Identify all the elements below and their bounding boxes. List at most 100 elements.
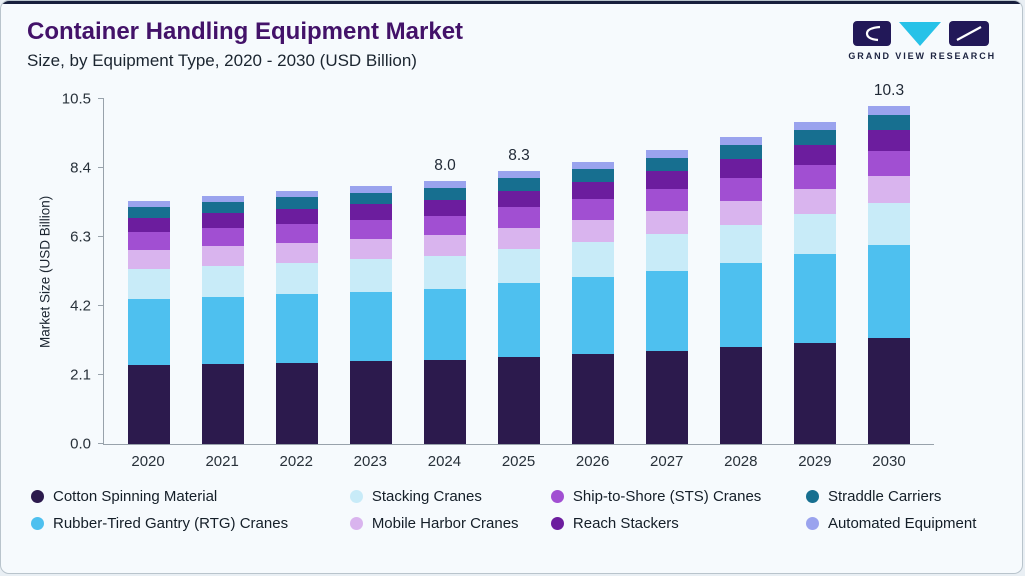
- y-tick-mark: [98, 305, 104, 306]
- bar-group: 10.3: [852, 82, 926, 444]
- bar-segment: [720, 263, 762, 348]
- page-subtitle: Size, by Equipment Type, 2020 - 2030 (US…: [27, 51, 417, 70]
- y-tick-label: 0.0: [70, 435, 91, 453]
- stacked-bar: [424, 181, 466, 444]
- legend-label: Rubber-Tired Gantry (RTG) Cranes: [53, 515, 289, 532]
- bar-segment: [128, 217, 170, 233]
- bar-segment: [646, 171, 688, 190]
- bar-segment: [276, 191, 318, 198]
- bar-segment: [720, 347, 762, 444]
- legend-swatch-icon: [550, 517, 564, 530]
- bar-segment: [646, 157, 688, 172]
- bar-segment: [868, 114, 910, 130]
- bar-segment: [572, 277, 614, 355]
- x-tick-label: 2029: [798, 453, 832, 470]
- bar-segment: [720, 224, 762, 264]
- bar-segment: [868, 244, 910, 339]
- bar-segment: [202, 296, 244, 364]
- legend-item: Ship-to-Shore (STS) Cranes: [550, 488, 806, 505]
- stacked-bar: [276, 191, 318, 444]
- legend-label: Automated Equipment: [827, 515, 977, 532]
- y-tick-mark: [98, 236, 104, 237]
- bar-group: 8.0: [408, 99, 482, 444]
- x-tick-label: 2025: [501, 453, 536, 470]
- bar-segment: [794, 122, 836, 131]
- stacked-bar: [498, 171, 540, 444]
- logo-triangle-icon: [899, 22, 942, 46]
- bar-segment: [350, 186, 392, 193]
- stacked-bar: [720, 136, 762, 444]
- bar-segment: [720, 158, 762, 178]
- stacked-bar: [202, 195, 244, 444]
- bar-segment: [646, 211, 688, 235]
- bar-segment: [424, 359, 466, 444]
- bar-segment: [498, 249, 540, 284]
- logo-left-square: [853, 21, 892, 46]
- x-tick-label: 2022: [279, 453, 313, 470]
- bar-segment: [424, 187, 466, 200]
- bar-segment: [128, 206, 170, 218]
- page-title: Container Handling Equipment Market: [27, 18, 464, 45]
- bar-total-label: 8.0: [434, 157, 456, 175]
- bar-segment: [202, 201, 244, 214]
- stacked-bar: [350, 186, 392, 444]
- legend-item: Mobile Harbor Cranes: [349, 515, 551, 532]
- bar-segment: [794, 164, 836, 190]
- legend-swatch-icon: [349, 517, 363, 530]
- bar-segment: [276, 242, 318, 263]
- top-accent-bar: [1, 1, 1022, 4]
- bar-segment: [646, 234, 688, 271]
- bar-segment: [128, 365, 170, 444]
- bar-segment: [128, 299, 170, 366]
- bar-segment: [572, 161, 614, 169]
- bar-segment: [202, 227, 244, 247]
- bar-segment: [868, 338, 910, 444]
- bar-segment: [498, 171, 540, 179]
- x-tick-label: 2026: [575, 453, 610, 470]
- bar-segment: [276, 197, 318, 209]
- bar-segment: [720, 136, 762, 145]
- stacked-bar: [572, 161, 614, 444]
- legend-swatch-icon: [31, 517, 44, 530]
- bar-segment: [350, 192, 392, 205]
- bar-segment: [128, 269, 170, 300]
- legend-item: Reach Stackers: [550, 515, 806, 532]
- bar-segment: [572, 219, 614, 242]
- legend-swatch-icon: [550, 490, 564, 503]
- bar-segment: [720, 144, 762, 159]
- brand-logo-mark: [853, 21, 990, 46]
- bar-segment: [498, 357, 540, 444]
- bar-segment: [202, 195, 244, 202]
- bar-segment: [276, 294, 318, 363]
- plot-area: 8.0 8.3 10.3: [98, 82, 934, 445]
- legend-swatch-icon: [349, 490, 363, 503]
- bar-segment: [202, 265, 244, 297]
- bar-segment: [276, 362, 318, 444]
- y-tick-mark: [98, 443, 104, 444]
- bar-segment: [128, 250, 170, 270]
- x-axis-labels: 2020 2021 2022 2023 2024 2025 2026 2027 2028 2029…: [103, 453, 934, 470]
- bar-segment: [868, 176, 910, 203]
- stacked-bar: [868, 105, 910, 444]
- stacked-bar: [128, 200, 170, 444]
- legend-label: Reach Stackers: [572, 515, 679, 532]
- x-tick-label: 2023: [353, 453, 388, 470]
- bar-segment: [498, 178, 540, 192]
- bar-segment: [128, 200, 170, 207]
- stacked-bar: [794, 122, 836, 444]
- x-tick-label: 2024: [427, 453, 462, 470]
- bar-group: [556, 99, 630, 444]
- bar-segment: [202, 213, 244, 228]
- bar-segment: [424, 181, 466, 188]
- bar-total-label: 8.3: [508, 147, 530, 165]
- legend-label: Cotton Spinning Material: [53, 488, 218, 505]
- bar-segment: [720, 177, 762, 201]
- x-axis-spacer: [35, 453, 103, 470]
- bar-segment: [276, 208, 318, 225]
- bar-segment: [276, 262, 318, 295]
- x-axis: 2020 2021 2022 2023 2024 2025 2026 2027 2028 2029…: [35, 453, 934, 470]
- y-axis-title: Market Size (USD Billion): [37, 195, 53, 348]
- legend: Cotton Spinning Material Stacking Cranes S…: [31, 488, 1012, 532]
- legend-item: Straddle Carriers: [805, 488, 1012, 505]
- bar-segment: [794, 130, 836, 146]
